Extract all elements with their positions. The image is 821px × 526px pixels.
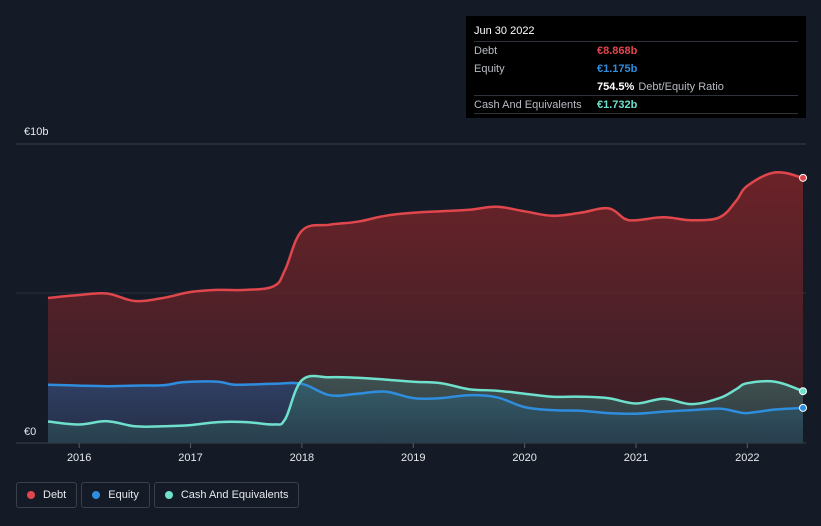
legend-item-cash[interactable]: Cash And Equivalents [153,482,300,508]
marker-debt [799,173,807,182]
legend-label-equity: Equity [108,489,139,501]
line-cash-and-equivalents [47,374,804,428]
tooltip-ratio-value: 754.5% [597,80,635,93]
y-axis-bottom-label: €0 [24,426,36,438]
series-lines [47,170,804,428]
y-axis-top-label: €10b [24,126,48,138]
legend-dot-equity [92,491,101,499]
marker-equity [799,403,807,412]
x-axis-ticks: 2016 2017 2018 2019 2020 2021 2022 [67,443,760,464]
x-tick-label-2017: 2017 [178,452,202,464]
tooltip-debt-value: €8.868b [597,44,638,57]
tooltip-panel: Jun 30 2022 Debt €8.868b Equity €1.175b … [466,16,806,118]
marker-cash-and-equivalents [799,387,807,396]
tooltip-cash-value: €1.732b [597,98,638,111]
tooltip-date: Jun 30 2022 [474,25,535,37]
legend-item-equity[interactable]: Equity [81,482,150,508]
series-end-markers [799,173,807,412]
area-debt [48,172,803,443]
tooltip-debt-label: Debt [474,44,498,57]
line-debt [47,170,804,303]
legend-dot-debt [27,491,35,499]
legend-item-debt[interactable]: Debt [16,482,78,508]
legend-label-cash: Cash And Equivalents [180,489,289,501]
area-cash-and-equivalents [48,376,803,443]
tooltip-equity-label: Equity [474,62,505,75]
tooltip-row-ratio: 754.5% Debt/Equity Ratio [474,77,798,95]
x-tick-label-2021: 2021 [624,452,648,464]
tooltip-ratio-suffix: Debt/Equity Ratio [638,80,724,93]
tooltip-row-cash: Cash And Equivalents €1.732b [474,95,798,114]
tooltip-cash-label: Cash And Equivalents [474,98,582,111]
chart-legend: Debt Equity Cash And Equivalents [16,482,303,508]
x-tick-label-2018: 2018 [290,452,314,464]
x-tick-label-2022: 2022 [735,452,759,464]
legend-dot-cash [164,491,173,499]
legend-label-debt: Debt [43,489,67,501]
tooltip-row-equity: Equity €1.175b [474,59,798,77]
series-areas [48,172,803,443]
x-tick-label-2020: 2020 [512,452,536,464]
x-tick-label-2019: 2019 [401,452,425,464]
x-tick-label-2016: 2016 [67,452,91,464]
tooltip-equity-value: €1.175b [597,62,638,75]
tooltip-row-debt: Debt €8.868b [474,41,798,59]
line-equity [47,380,804,416]
